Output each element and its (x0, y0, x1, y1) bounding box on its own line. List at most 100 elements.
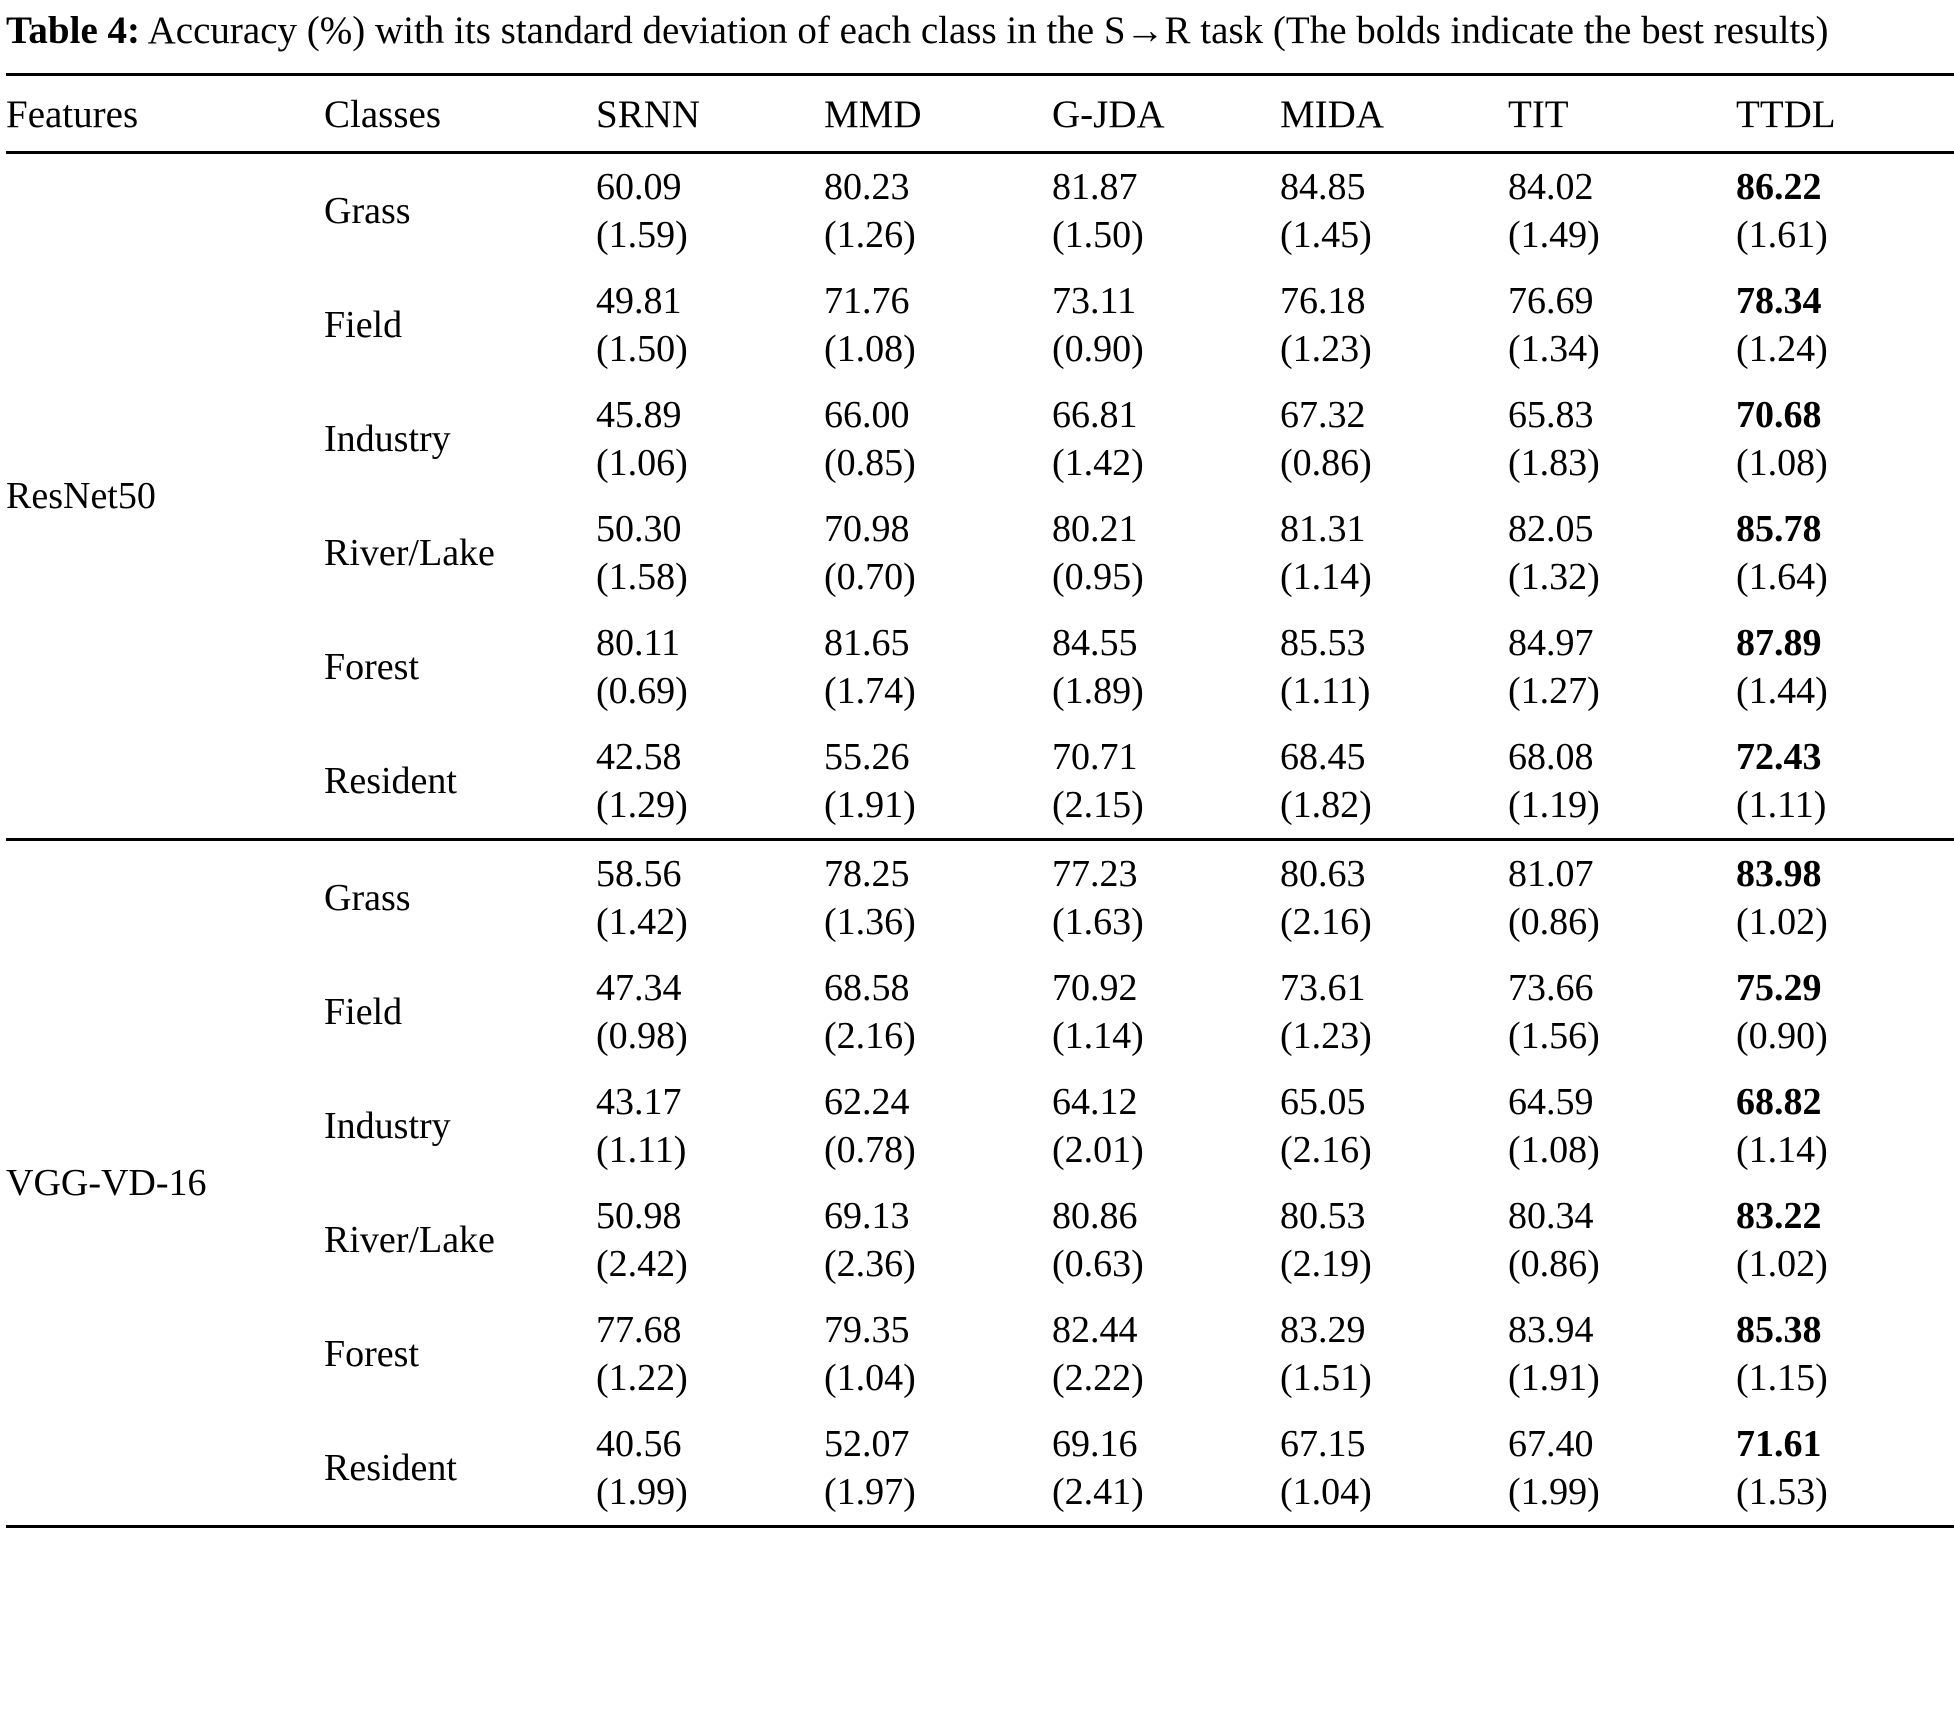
accuracy-value: 80.86 (1052, 1194, 1138, 1237)
std-deviation-value: (2.41) (1052, 1470, 1144, 1513)
std-deviation-value: (2.15) (1052, 783, 1144, 826)
accuracy-value: 70.68 (1736, 393, 1822, 436)
accuracy-value: 49.81 (596, 279, 682, 322)
accuracy-value: 73.66 (1508, 966, 1594, 1009)
column-header-classes: Classes (324, 92, 441, 136)
std-deviation-value: (0.78) (824, 1128, 916, 1171)
table-row-std: (1.50) (1.08) (0.90) (1.23) (1.34) (1.24) (6, 325, 1954, 382)
std-deviation-value: (1.11) (1736, 783, 1827, 826)
std-deviation-value: (1.19) (1508, 783, 1600, 826)
class-label: Forest (324, 1332, 419, 1375)
std-deviation-value: (1.06) (596, 441, 688, 484)
table-row: Resident 40.56 52.07 69.16 67.15 67.40 71.61 (6, 1411, 1954, 1487)
table-row: Industry 45.89 66.00 66.81 67.32 65.83 70.68 (6, 382, 1954, 458)
accuracy-value: 65.83 (1508, 393, 1594, 436)
accuracy-value: 77.23 (1052, 837, 1280, 898)
table-row-std: (0.69) (1.74) (1.89) (1.11) (1.27) (1.44) (6, 667, 1954, 724)
std-deviation-value: (1.04) (824, 1356, 916, 1399)
accuracy-value: 72.43 (1736, 735, 1822, 778)
accuracy-value: 52.07 (824, 1422, 910, 1465)
accuracy-value: 43.17 (596, 1080, 682, 1123)
accuracy-value: 85.38 (1736, 1308, 1822, 1351)
accuracy-value: 81.65 (824, 621, 910, 664)
accuracy-value: 77.68 (596, 1308, 682, 1351)
class-label: Forest (324, 645, 419, 688)
std-deviation-value: (1.50) (596, 327, 688, 370)
table-row: Forest 80.11 81.65 84.55 85.53 84.97 87.89 (6, 610, 1954, 686)
accuracy-value: 67.40 (1508, 1422, 1594, 1465)
accuracy-value: 80.63 (1280, 837, 1508, 898)
class-label: Resident (324, 1446, 457, 1489)
std-deviation-value: (2.16) (1280, 1128, 1372, 1171)
std-deviation-value: (1.42) (596, 900, 688, 943)
std-deviation-value: (0.63) (1052, 1242, 1144, 1285)
accuracy-value: 58.56 (596, 837, 824, 898)
accuracy-value: 80.34 (1508, 1194, 1594, 1237)
table-row: Resident 42.58 55.26 70.71 68.45 68.08 72.43 (6, 724, 1954, 800)
table-row-std: (1.58) (0.70) (0.95) (1.14) (1.32) (1.64) (6, 553, 1954, 610)
accuracy-value: 84.85 (1280, 165, 1366, 208)
std-deviation-value: (2.01) (1052, 1128, 1144, 1171)
table-row-std: (1.29) (1.91) (2.15) (1.82) (1.19) (1.11) (6, 781, 1954, 840)
accuracy-value: 82.44 (1052, 1308, 1138, 1351)
std-deviation-value: (1.04) (1280, 1470, 1372, 1513)
accuracy-value: 80.21 (1052, 507, 1138, 550)
std-deviation-value: (1.56) (1508, 1014, 1600, 1057)
class-label: Grass (324, 837, 596, 955)
accuracy-value: 67.32 (1280, 393, 1366, 436)
class-label: Grass (324, 189, 411, 232)
class-label: Field (324, 990, 403, 1033)
accuracy-value: 83.29 (1280, 1308, 1366, 1351)
column-header-features: Features (6, 92, 139, 136)
accuracy-value: 81.87 (1052, 165, 1138, 208)
accuracy-value: 76.69 (1508, 279, 1594, 322)
std-deviation-value: (1.34) (1508, 327, 1600, 370)
std-deviation-value: (2.16) (1280, 900, 1372, 943)
feature-label: VGG-VD-16 (6, 837, 324, 1527)
table-row-std: (1.22) (1.04) (2.22) (1.51) (1.91) (1.15) (6, 1354, 1954, 1411)
accuracy-value: 64.59 (1508, 1080, 1594, 1123)
accuracy-value: 66.00 (824, 393, 910, 436)
std-deviation-value: (1.99) (1508, 1470, 1600, 1513)
table-row-std: (1.11) (0.78) (2.01) (2.16) (1.08) (1.14) (6, 1126, 1954, 1183)
table-row-std: (2.42) (2.36) (0.63) (2.19) (0.86) (1.02) (6, 1240, 1954, 1297)
std-deviation-value: (1.50) (1052, 213, 1144, 256)
accuracy-value: 68.58 (824, 966, 910, 1009)
table-row: ResNet50 Grass 60.09 80.23 81.87 84.85 84.02 86… (6, 152, 1954, 515)
std-deviation-value: (1.02) (1736, 1242, 1828, 1285)
std-deviation-value: (2.19) (1280, 1242, 1372, 1285)
class-label: Industry (324, 417, 451, 460)
std-deviation-value: (1.89) (1052, 669, 1144, 712)
accuracy-value: 73.61 (1280, 966, 1366, 1009)
accuracy-value: 76.18 (1280, 279, 1366, 322)
table-row: VGG-VD-16 Grass 58.56 78.25 77.23 80.63 81.07 8… (6, 837, 1954, 1527)
accuracy-value: 83.22 (1736, 1194, 1822, 1237)
column-header-mida: MIDA (1280, 92, 1384, 136)
std-deviation-value: (1.08) (824, 327, 916, 370)
accuracy-value: 68.82 (1736, 1080, 1822, 1123)
std-deviation-value: (1.83) (1508, 441, 1600, 484)
class-label: Industry (324, 1104, 451, 1147)
accuracy-value: 81.31 (1280, 507, 1366, 550)
std-deviation-value: (1.23) (1280, 327, 1372, 370)
std-deviation-value: (1.44) (1736, 669, 1828, 712)
std-deviation-value: (0.86) (1508, 1242, 1600, 1285)
std-deviation-value: (0.85) (824, 441, 916, 484)
accuracy-value: 45.89 (596, 393, 682, 436)
table-caption: Table 4: Accuracy (%) with its standard … (6, 6, 1952, 57)
table-caption-text: Accuracy (%) with its standard deviation… (140, 9, 1829, 52)
std-deviation-value: (0.90) (1736, 1014, 1828, 1057)
accuracy-value: 73.11 (1052, 279, 1137, 322)
std-deviation-value: (1.64) (1736, 555, 1828, 598)
std-deviation-value: (1.32) (1508, 555, 1600, 598)
table-body: ResNet50 Grass 60.09 80.23 81.87 84.85 84.02 86… (6, 152, 1954, 1527)
column-header-g-jda: G-JDA (1052, 92, 1165, 136)
accuracy-value: 69.13 (824, 1194, 910, 1237)
accuracy-value: 70.71 (1052, 735, 1138, 778)
accuracy-value: 47.34 (596, 966, 682, 1009)
std-deviation-value: (1.99) (596, 1470, 688, 1513)
std-deviation-value: (2.16) (824, 1014, 916, 1057)
accuracy-value: 71.61 (1736, 1422, 1822, 1465)
std-deviation-value: (1.14) (1052, 1014, 1144, 1057)
table-row: Industry 43.17 62.24 64.12 65.05 64.59 68.82 (6, 1069, 1954, 1145)
